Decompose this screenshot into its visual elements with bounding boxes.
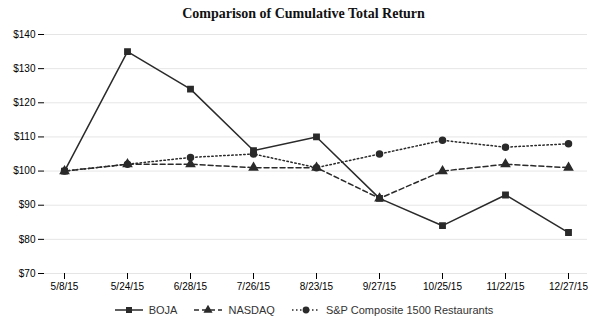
svg-text:$120: $120: [13, 97, 36, 108]
html-text:S&P Composite 1500 Restaurants: S&P Composite 1500 Restaurants: [325, 304, 494, 316]
svg-text:8/23/15: 8/23/15: [300, 281, 334, 292]
svg-text:6/28/15: 6/28/15: [174, 281, 208, 292]
svg-text:$70: $70: [19, 268, 36, 279]
svg-text:$90: $90: [19, 199, 36, 210]
svg-text:$130: $130: [13, 63, 36, 74]
svg-text:11/22/15: 11/22/15: [486, 281, 525, 292]
svg-text:$110: $110: [14, 131, 36, 142]
svg-text:7/26/15: 7/26/15: [237, 281, 271, 292]
svg-text:9/27/15: 9/27/15: [363, 281, 397, 292]
svg-text:10/25/15: 10/25/15: [423, 281, 462, 292]
html-text:Comparison of Cumulative Total: Comparison of Cumulative Total Return: [182, 6, 425, 21]
svg-text:$80: $80: [19, 234, 36, 245]
html-text:NASDAQ: NASDAQ: [228, 304, 275, 316]
svg-text:5/24/15: 5/24/15: [111, 281, 145, 292]
svg-text:$100: $100: [13, 165, 36, 176]
svg-text:$140: $140: [13, 29, 36, 40]
html-text:BOJA: BOJA: [148, 304, 178, 316]
svg-text:5/8/15: 5/8/15: [51, 281, 79, 292]
svg-text:12/27/15: 12/27/15: [549, 281, 588, 292]
